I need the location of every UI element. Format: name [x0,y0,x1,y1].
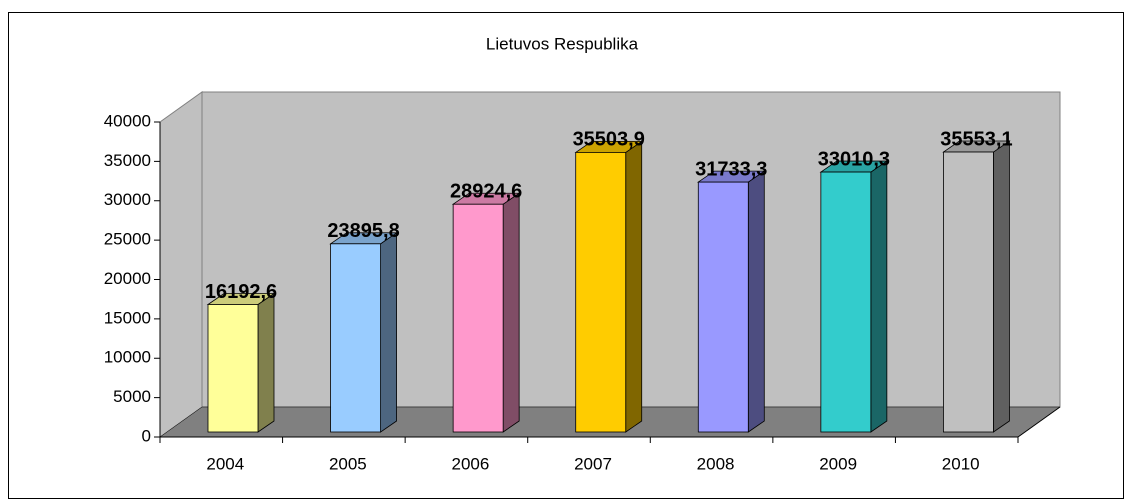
bar-side [870,160,888,433]
value-label: 35553,1 [940,128,1012,150]
x-tick-label: 2009 [819,454,857,473]
y-tick-label: 40000 [104,111,151,130]
bar-side [993,140,1010,433]
bar-side [257,292,275,433]
bar [207,304,259,433]
value-label: 16192,6 [205,281,277,303]
x-tick-label: 2007 [574,454,612,473]
x-tick-label: 2006 [452,454,490,473]
x-tick-label: 2005 [329,454,367,473]
value-label: 35503,9 [573,129,645,151]
bar-side [502,192,520,433]
chart-title: Lietuvos Respublika [486,34,639,53]
y-tick-label: 5000 [113,387,151,406]
bar-side [625,140,643,433]
x-axis-depth [1017,406,1061,438]
y-tick-label: 25000 [104,230,151,249]
value-label: 31733,3 [695,158,767,180]
bar-side [747,170,765,433]
y-tick-label: 30000 [104,190,151,209]
x-tick-label: 2004 [206,454,244,473]
y-tick-label: 0 [142,426,151,445]
bar [330,243,381,433]
bar [820,171,872,433]
x-tick-label: 2010 [942,454,980,473]
bar [943,151,994,433]
value-label: 28924,6 [450,181,522,203]
side-wall [159,91,203,438]
value-label: 23895,8 [327,220,399,242]
x-tick-label: 2008 [697,454,735,473]
value-label: 33010,3 [818,148,890,170]
bar [575,152,627,433]
y-tick-label: 10000 [104,348,151,367]
bar [452,203,504,433]
bar [697,181,749,433]
y-tick-label: 20000 [104,269,151,288]
y-tick-label: 15000 [104,308,151,327]
y-tick-label: 35000 [104,151,151,170]
bar-side [380,232,397,433]
